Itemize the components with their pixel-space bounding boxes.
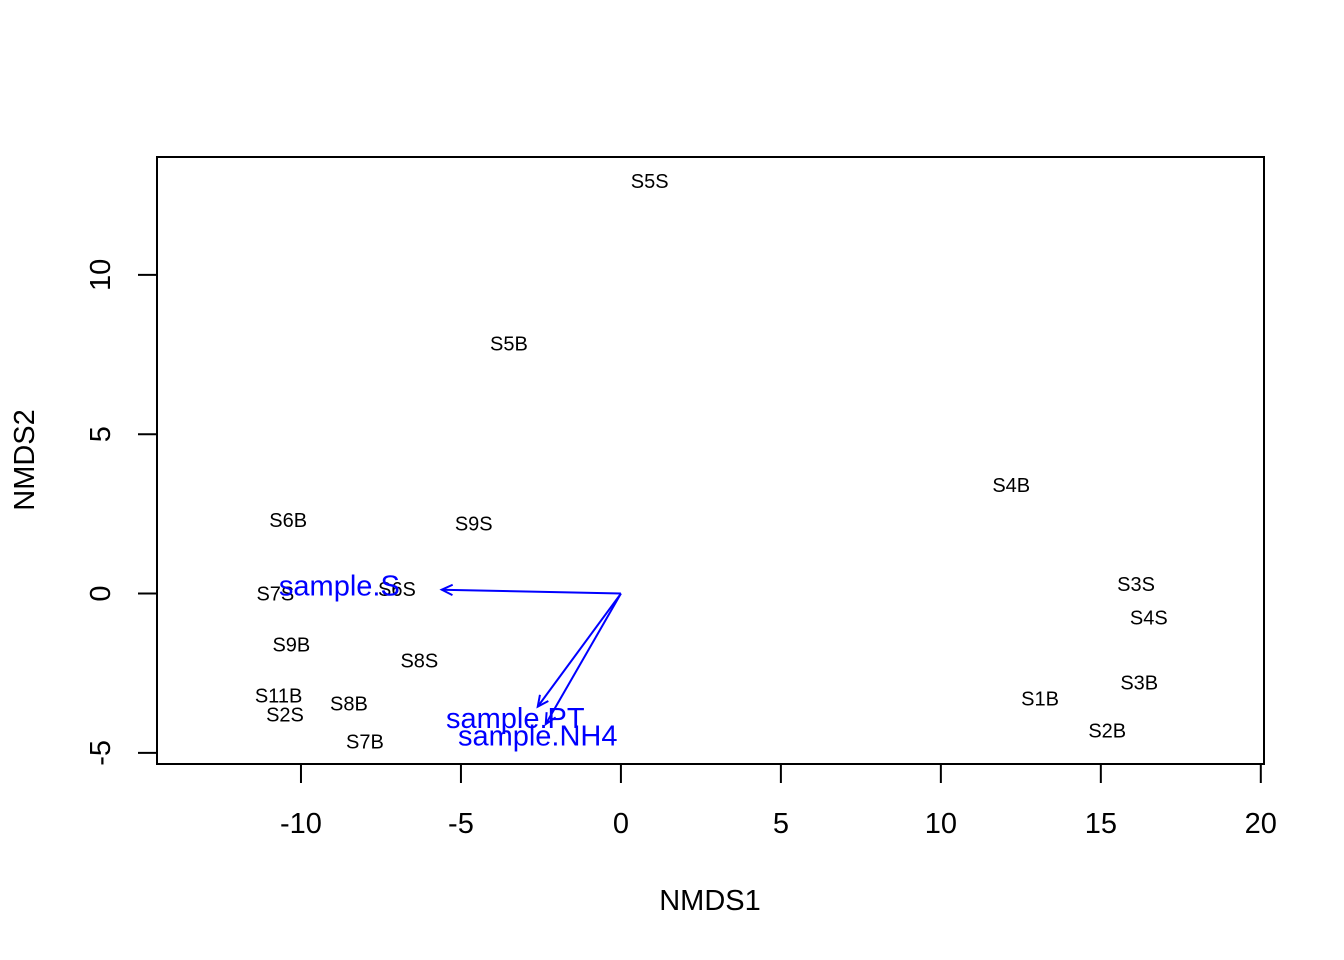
site-label-s8b: S8B xyxy=(330,693,368,715)
x-tick-label: 15 xyxy=(1085,808,1117,840)
site-label-s3s: S3S xyxy=(1117,574,1155,596)
site-label-s6b: S6B xyxy=(269,510,307,532)
site-label-s2b: S2B xyxy=(1088,721,1126,743)
site-labels: S5S S5B S4B S6B S9S S7S S6S S3S S4S S9B S8S S3B S11B… xyxy=(255,171,1168,754)
site-label-s4b: S4B xyxy=(992,475,1030,497)
site-label-s1b: S1B xyxy=(1021,689,1059,711)
vector-label-sample-pt: sample.PT xyxy=(446,703,585,735)
y-tick-label: -5 xyxy=(85,740,117,766)
x-tick-label: 5 xyxy=(773,808,789,840)
site-label-s6s: S6S xyxy=(378,579,416,601)
x-axis-title: NMDS1 xyxy=(659,885,761,917)
vector-arrowhead-sample-pt xyxy=(536,694,549,709)
vector-line-sample-pt xyxy=(536,592,622,708)
site-label-s8s: S8S xyxy=(400,650,438,672)
vector-line-sample-s xyxy=(441,588,621,595)
x-axis: -10 -5 0 5 10 15 20 xyxy=(280,763,1277,840)
site-label-s11b: S11B xyxy=(255,685,302,707)
y-tick-label: 10 xyxy=(85,259,117,291)
site-label-s2s: S2S xyxy=(266,705,304,727)
y-tick-label: 0 xyxy=(85,585,117,601)
y-axis-title: NMDS2 xyxy=(9,409,41,511)
vector-label-sample-s: sample.S xyxy=(279,571,400,603)
vector-label-sample-nh4: sample.NH4 xyxy=(458,720,618,752)
y-axis: -5 0 5 10 xyxy=(85,259,158,766)
site-label-s5s: S5S xyxy=(631,171,669,193)
vector-line-sample-nh4 xyxy=(544,593,622,725)
x-tick-label: 0 xyxy=(613,808,629,840)
x-tick-label: 20 xyxy=(1245,808,1277,840)
vector-arrowhead-sample-s xyxy=(439,583,454,597)
site-label-s9b: S9B xyxy=(272,635,310,657)
site-label-s7b: S7B xyxy=(346,732,384,754)
site-label-s7s: S7S xyxy=(256,584,294,606)
site-label-s3b: S3B xyxy=(1120,673,1158,695)
vector-arrowhead-sample-nh4 xyxy=(544,712,557,727)
plot-frame xyxy=(156,156,1265,765)
site-label-s9s: S9S xyxy=(455,513,493,535)
site-label-s4s: S4S xyxy=(1130,607,1168,629)
site-label-s5b: S5B xyxy=(490,333,528,355)
x-tick-label: 10 xyxy=(925,808,957,840)
x-tick-label: -10 xyxy=(280,808,322,840)
y-tick-label: 5 xyxy=(85,426,117,442)
x-tick-label: -5 xyxy=(448,808,474,840)
